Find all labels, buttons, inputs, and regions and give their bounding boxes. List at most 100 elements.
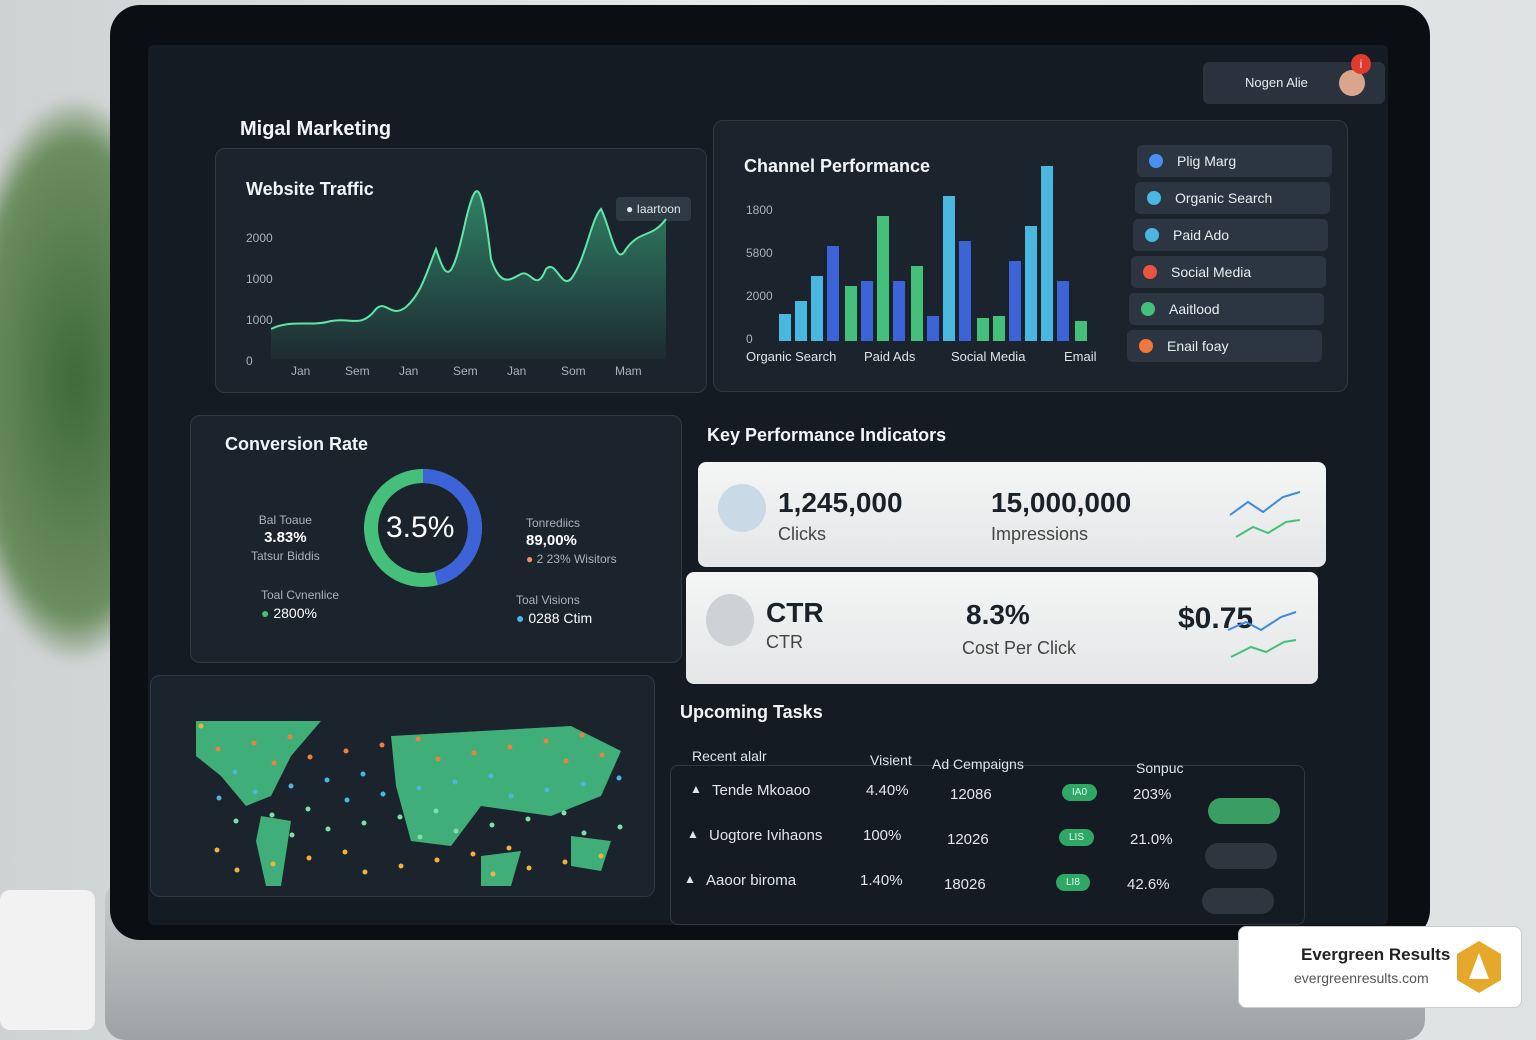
donut-segment [364,469,482,587]
map-dot [616,775,622,781]
map-dot [307,754,313,760]
task-cell: 12086 [950,786,992,803]
table-header: Recent alalr [692,748,767,764]
text: Tatsur Biddis [251,549,320,563]
task-cell: 203% [1133,786,1172,803]
kpi-title: Key Performance Indicators [707,425,947,445]
map-dot [599,752,605,758]
y-tick-label: 0 [246,354,253,368]
map-dot [344,797,350,803]
map-dot [324,777,330,783]
menu-item[interactable]: Aaitlood [1129,293,1324,325]
map-dot [271,760,277,766]
map-dot [489,822,495,828]
map-dot [435,756,441,762]
map-dot [252,789,258,795]
right-top: Tonrediics 89,00% ● 2 23% Wisitors [526,516,617,566]
task-cell: IA0 [1062,784,1098,801]
menu-icon [1141,302,1155,316]
menu-label: Social Media [1171,264,1252,280]
task-cell: Uogtore Ivihaons [709,827,823,844]
task-cell: 4.40% [866,782,909,799]
y-tick-label: 2000 [746,289,773,303]
map-dot [581,830,587,836]
menu-item[interactable]: Social Media [1131,256,1326,288]
map-dot [507,744,513,750]
clicks-icon [718,484,766,532]
map-panel [150,675,655,897]
left-bottom: Toal Cvnenlice ● 2800% [261,588,340,621]
map-dot [269,812,275,818]
menu-icon [1139,339,1153,353]
ctr-icon [706,594,754,646]
task-cell: 100% [863,827,902,844]
y-tick-label: 5800 [746,246,773,260]
map-dot [343,748,349,754]
map-dot [562,859,568,865]
badge[interactable]: Evergreen Results evergreenresults.com [1238,926,1522,1008]
row-toggle[interactable] [1202,888,1274,914]
cpc-value: 8.3% [966,599,1030,630]
map-dot [525,816,531,822]
map-dot [360,771,366,777]
x-tick-label: Email [1064,349,1097,364]
map-dot [287,734,293,740]
trend [1227,611,1297,658]
impressions-value: 15,000,000 [991,487,1132,518]
task-cell: 21.0% [1130,831,1173,848]
text: 2800% [273,605,317,621]
user-pill[interactable]: Nogen Alie i [1203,54,1385,104]
x-tick-label: Jan [399,364,419,378]
map-dot [563,758,569,764]
brand: Migal Marketing [240,118,392,140]
row-toggle[interactable] [1205,843,1277,869]
x-tick-label: Paid Ads [864,349,916,364]
task-cell: Aaoor biroma [706,872,797,889]
map-dot [488,773,494,779]
y-tick-label: 1000 [246,313,273,327]
map-dot [198,723,204,729]
bars [779,166,1087,341]
map-dot [362,869,368,875]
menu-icon [1145,228,1159,242]
map-dot [508,793,514,799]
map-dot [433,808,439,814]
traffic-line [271,190,667,330]
map-dot [379,742,385,748]
map-dot [305,806,311,812]
menu-item[interactable]: Organic Search [1135,182,1330,214]
menu-item[interactable]: Plig Marg [1137,145,1332,177]
map-dot [325,826,331,832]
task-cell: 12026 [947,831,989,848]
map-dot [215,746,221,752]
map-dot [598,853,604,859]
traffic-chart [271,190,667,359]
map-dot [234,867,240,873]
menu-item[interactable]: Paid Ado [1133,219,1328,251]
ctr-label: CTR [766,632,803,652]
notification[interactable]: i [1351,54,1371,74]
menu-icon [1147,191,1161,205]
map-dot [270,861,276,867]
row-toggle[interactable] [1208,798,1280,824]
menu-item[interactable]: Enail foay [1127,330,1322,362]
map-dot [380,791,386,797]
map-dot [617,824,623,830]
conversion-panel: Conversion Rate 3.5% Bal Toaue 3.83% Tatsu… [190,415,682,663]
badge-name: Evergreen Results [1301,945,1451,964]
right-bottom: Toal Visions ● 0288 Ctim [516,593,593,626]
menu-label: Paid Ado [1173,227,1230,243]
text: 89,00% [526,532,577,549]
y-tick-label: 1000 [246,272,273,286]
menu-label: Plig Marg [1177,153,1237,169]
map-dot [434,857,440,863]
trend [1229,491,1301,538]
clicks-value: 1,245,000 [778,487,903,518]
task-cell: Tende Mkoaoo [712,782,811,799]
text: Toal Visions [516,593,580,607]
map-dot [580,781,586,787]
text: Bal Toaue [258,513,312,527]
task-cell: 42.6% [1127,876,1170,893]
text: 3.83% [264,529,307,546]
map-dot [452,779,458,785]
